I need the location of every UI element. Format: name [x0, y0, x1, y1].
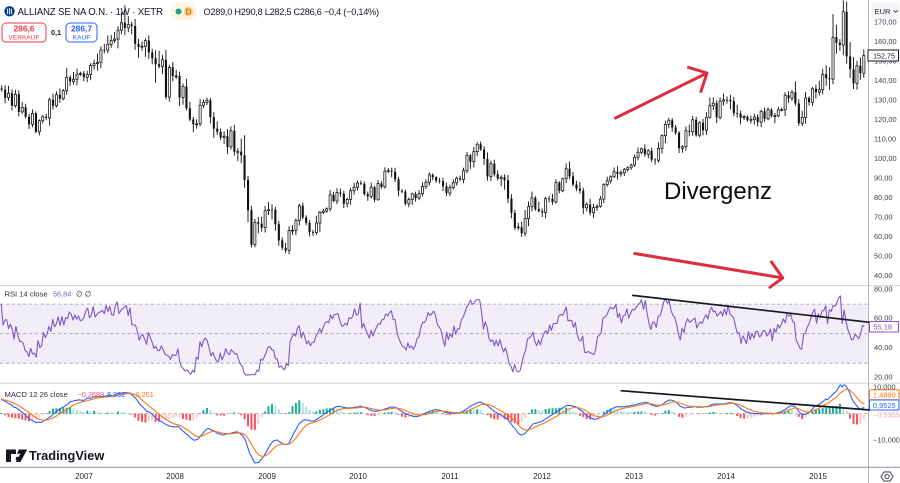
svg-text:10,000: 10,000 [873, 383, 896, 392]
svg-text:286,6: 286,6 [14, 24, 35, 34]
svg-text:40,00: 40,00 [874, 271, 893, 280]
svg-text:130,00: 130,00 [874, 96, 897, 105]
svg-text:100,00: 100,00 [874, 154, 897, 163]
svg-text:−10,000: −10,000 [873, 436, 900, 445]
svg-text:80,00: 80,00 [874, 193, 893, 202]
svg-text:50,00: 50,00 [874, 252, 893, 261]
svg-text:2010: 2010 [349, 472, 367, 481]
svg-text:70,00: 70,00 [874, 213, 893, 222]
svg-text:2007: 2007 [75, 472, 93, 481]
svg-text:2011: 2011 [441, 472, 459, 481]
svg-text:2009: 2009 [258, 472, 276, 481]
svg-text:0,1: 0,1 [51, 28, 61, 37]
svg-text:2014: 2014 [717, 472, 735, 481]
svg-text:−0,5355: −0,5355 [873, 411, 900, 420]
svg-text:VERKAUF: VERKAUF [8, 35, 39, 42]
svg-text:120,00: 120,00 [874, 115, 897, 124]
svg-text:−0,2689: −0,2689 [78, 390, 105, 399]
svg-text:0,9525: 0,9525 [873, 401, 896, 410]
svg-text:20,00: 20,00 [874, 373, 893, 382]
svg-text:∅ ∅: ∅ ∅ [76, 290, 92, 299]
svg-text:60,00: 60,00 [874, 232, 893, 241]
svg-text:1,4880: 1,4880 [873, 391, 896, 400]
svg-text:140,00: 140,00 [874, 76, 897, 85]
svg-text:160,00: 160,00 [874, 37, 897, 46]
svg-text:MACD 12 26 close: MACD 12 26 close [5, 390, 68, 399]
svg-text:40,00: 40,00 [874, 343, 893, 352]
svg-text:RSI 14 close: RSI 14 close [5, 290, 48, 299]
svg-text:152,75: 152,75 [873, 51, 895, 60]
svg-text:KAUF: KAUF [73, 35, 91, 42]
svg-text:2008: 2008 [166, 472, 184, 481]
svg-text:2015: 2015 [809, 472, 827, 481]
svg-text:286,7: 286,7 [71, 24, 92, 34]
svg-text:8,932: 8,932 [107, 390, 125, 399]
svg-text:2013: 2013 [625, 472, 643, 481]
svg-text:D: D [185, 7, 191, 17]
svg-text:EUR: EUR [875, 7, 892, 16]
svg-text:Divergenz: Divergenz [664, 178, 772, 205]
svg-text:55,18: 55,18 [874, 323, 893, 332]
svg-text:ALLIANZ SE NA O.N. · 1W · XETR: ALLIANZ SE NA O.N. · 1W · XETR [18, 7, 164, 18]
svg-text:60,00: 60,00 [874, 314, 893, 323]
svg-text:O289,0 H290,8 L282,5 C286,6 −0: O289,0 H290,8 L282,5 C286,6 −0,4 (−0,14%… [204, 7, 379, 17]
svg-text:90,00: 90,00 [874, 174, 893, 183]
svg-text:110,00: 110,00 [874, 135, 896, 144]
svg-text:80,00: 80,00 [874, 285, 893, 294]
svg-text:TradingView: TradingView [29, 448, 104, 463]
svg-text:170,00: 170,00 [874, 18, 897, 27]
svg-text:9,201: 9,201 [136, 390, 154, 399]
svg-text:56,84: 56,84 [53, 290, 71, 299]
svg-text:2012: 2012 [533, 472, 551, 481]
